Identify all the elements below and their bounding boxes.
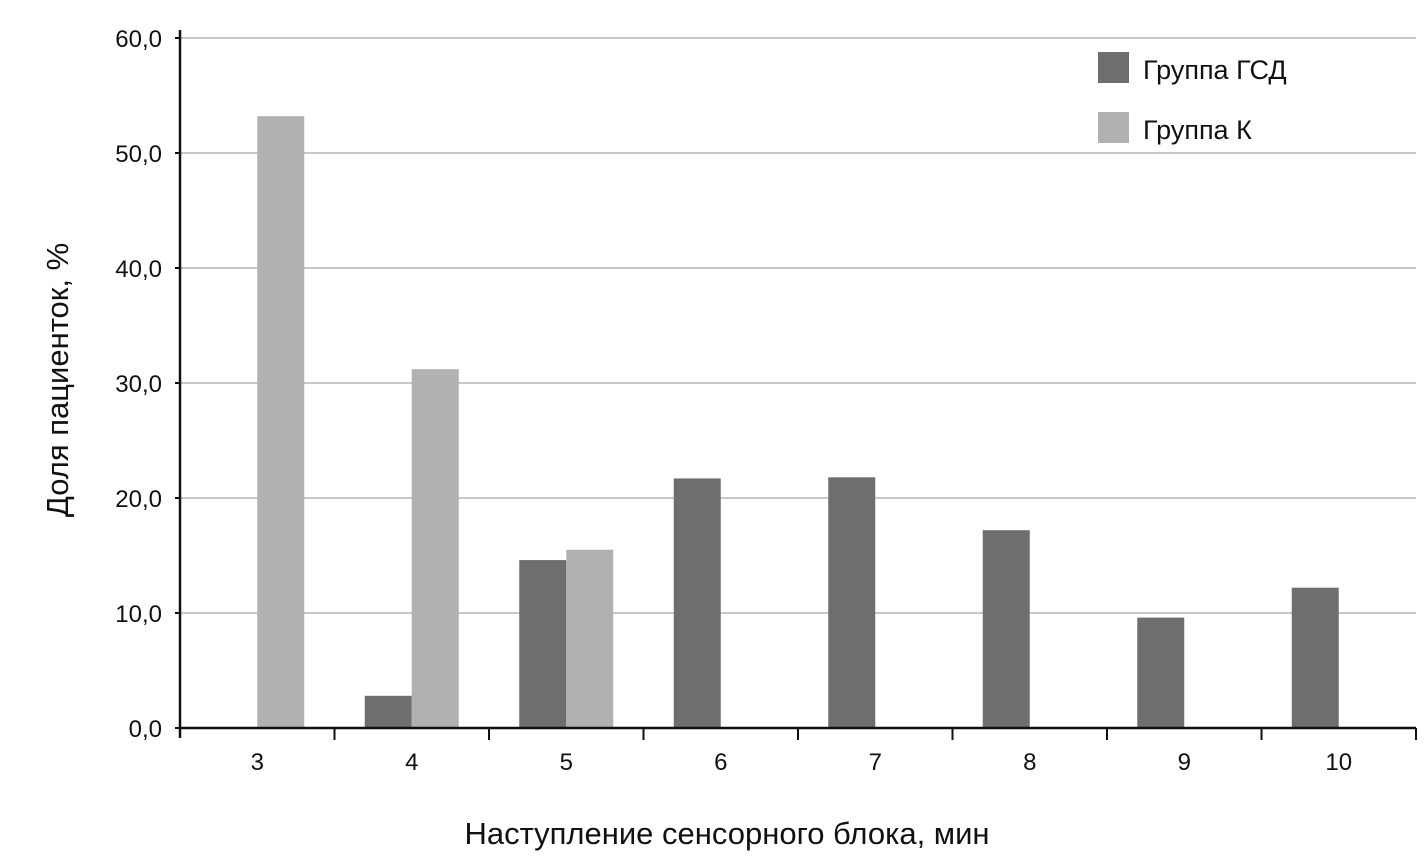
x-tick-label: 5	[560, 749, 573, 776]
gridlines	[180, 37, 1416, 614]
x-tick-label: 6	[714, 749, 727, 776]
bar-gsd-9	[1137, 617, 1185, 728]
bar-gsd-10	[1291, 587, 1339, 728]
y-tick-label: 40,0	[115, 256, 162, 283]
x-tick-label: 8	[1023, 749, 1036, 776]
bar-gsd-7	[828, 477, 876, 728]
x-axis-title: Наступление сенсорного блока, мин	[464, 816, 989, 851]
bar-k-3	[257, 116, 305, 728]
bars	[257, 116, 1339, 728]
x-tick-label: 9	[1178, 749, 1191, 776]
bar-gsd-4	[364, 695, 412, 728]
y-tick-label: 30,0	[115, 371, 162, 398]
axes	[175, 30, 1417, 740]
x-tick-label: 7	[869, 749, 882, 776]
legend-swatch	[1098, 52, 1129, 83]
bar-k-4	[411, 369, 459, 728]
y-tick-label: 60,0	[115, 26, 162, 53]
bar-gsd-5	[519, 560, 567, 728]
y-axis-title: Доля пациенток, %	[40, 243, 75, 517]
legend-label: Группа ГСД	[1143, 55, 1287, 85]
legend-swatch	[1098, 112, 1129, 143]
x-tick-label: 4	[405, 749, 418, 776]
tick-labels: 0,0 10,0 20,0 30,0 40,0 50,0 60,0 3 4 5 6 7 8 9 10	[115, 26, 1352, 776]
legend-label: Группа К	[1143, 115, 1252, 145]
y-tick-label: 50,0	[115, 141, 162, 168]
y-tick-label: 20,0	[115, 486, 162, 513]
y-tick-label: 0,0	[129, 716, 162, 743]
bar-gsd-6	[673, 478, 721, 728]
bar-k-5	[566, 549, 614, 728]
bar-gsd-8	[982, 530, 1030, 728]
x-tick-label: 10	[1325, 749, 1352, 776]
x-tick-label: 3	[251, 749, 264, 776]
legend: Группа ГСД Группа К	[1098, 52, 1287, 145]
y-tick-label: 10,0	[115, 601, 162, 628]
